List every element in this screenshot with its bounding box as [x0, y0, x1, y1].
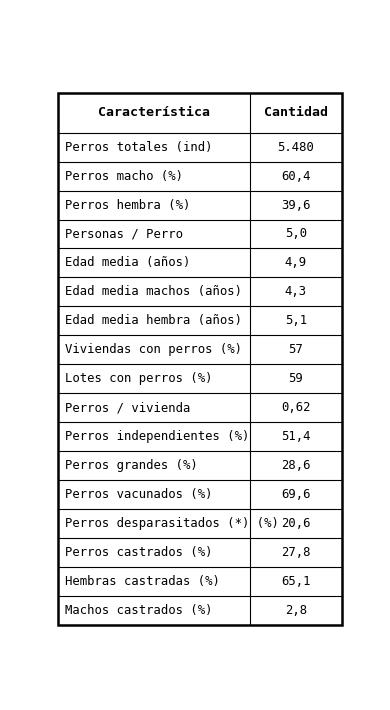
Text: 65,1: 65,1 — [281, 575, 310, 589]
Text: Viviendas con perros (%): Viviendas con perros (%) — [66, 344, 242, 356]
Text: 60,4: 60,4 — [281, 170, 310, 182]
Text: Perros desparasitados (*) (%): Perros desparasitados (*) (%) — [66, 518, 279, 530]
Text: Perros vacunados (%): Perros vacunados (%) — [66, 488, 213, 501]
Text: 69,6: 69,6 — [281, 488, 310, 501]
Text: Perros macho (%): Perros macho (%) — [66, 170, 183, 182]
Text: 0,62: 0,62 — [281, 401, 310, 415]
Text: 5.480: 5.480 — [277, 141, 314, 153]
Text: Lotes con perros (%): Lotes con perros (%) — [66, 373, 213, 386]
Text: 27,8: 27,8 — [281, 547, 310, 559]
Text: Perros / vivienda: Perros / vivienda — [66, 401, 191, 415]
Text: Perros grandes (%): Perros grandes (%) — [66, 459, 198, 472]
Text: Cantidad: Cantidad — [264, 106, 328, 119]
Text: 4,9: 4,9 — [285, 256, 307, 270]
Text: Machos castrados (%): Machos castrados (%) — [66, 604, 213, 618]
Text: Perros totales (ind): Perros totales (ind) — [66, 141, 213, 153]
Text: Personas / Perro: Personas / Perro — [66, 227, 183, 241]
Text: Característica: Característica — [98, 106, 210, 119]
Text: 28,6: 28,6 — [281, 459, 310, 472]
Text: Perros hembra (%): Perros hembra (%) — [66, 199, 191, 212]
Text: 59: 59 — [288, 373, 303, 386]
Text: 51,4: 51,4 — [281, 430, 310, 444]
Text: Perros independientes (%): Perros independientes (%) — [66, 430, 250, 444]
Text: 5,1: 5,1 — [285, 315, 307, 327]
Text: Edad media (años): Edad media (años) — [66, 256, 191, 270]
Text: 57: 57 — [288, 344, 303, 356]
Text: 4,3: 4,3 — [285, 285, 307, 298]
Text: Hembras castradas (%): Hembras castradas (%) — [66, 575, 220, 589]
Text: 20,6: 20,6 — [281, 518, 310, 530]
Text: Edad media machos (años): Edad media machos (años) — [66, 285, 242, 298]
Text: 5,0: 5,0 — [285, 227, 307, 241]
Text: Perros castrados (%): Perros castrados (%) — [66, 547, 213, 559]
Text: 2,8: 2,8 — [285, 604, 307, 618]
Text: Edad media hembra (años): Edad media hembra (años) — [66, 315, 242, 327]
Text: 39,6: 39,6 — [281, 199, 310, 212]
